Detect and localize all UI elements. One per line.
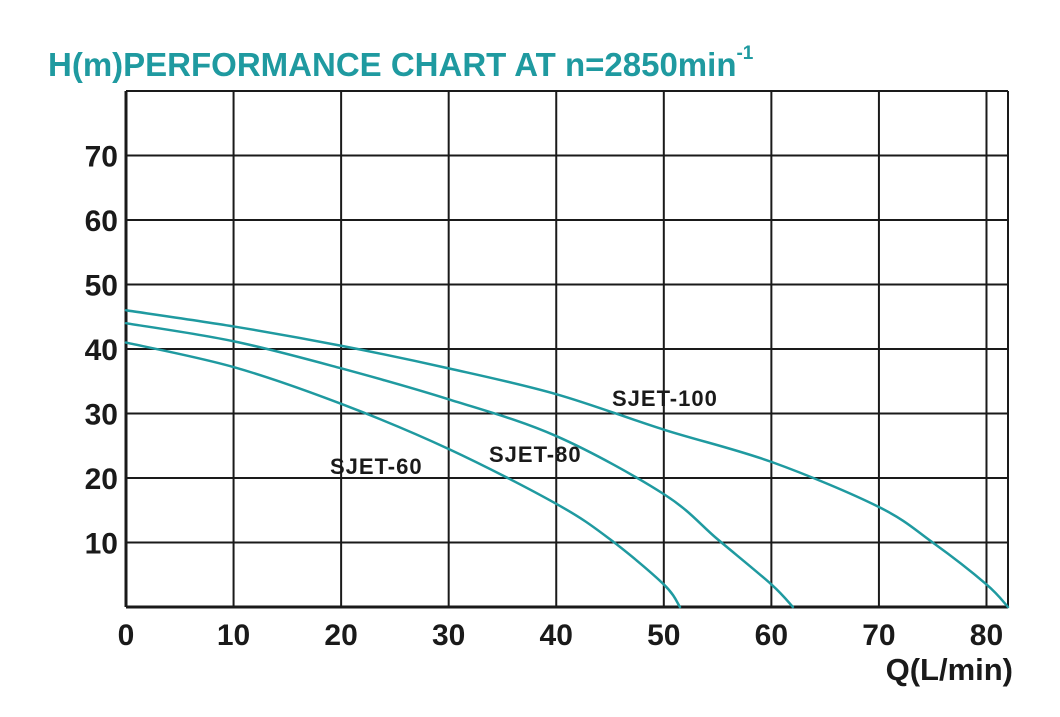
- y-tick-label: 40: [85, 334, 118, 367]
- y-tick-label: 10: [85, 528, 118, 561]
- x-tick-label: 40: [540, 619, 573, 652]
- y-tick-label: 30: [85, 399, 118, 432]
- x-tick-label: 0: [118, 619, 135, 652]
- grid: [124, 90, 1009, 609]
- series-label-sjet-80: SJET-80: [489, 442, 582, 467]
- x-axis-title: Q(L/min): [886, 652, 1013, 687]
- x-tick-label: 10: [217, 619, 250, 652]
- series-line-sjet-60: [124, 341, 682, 609]
- x-tick-label: 30: [432, 619, 465, 652]
- x-tick-label: 80: [970, 619, 1003, 652]
- series-line-sjet-80: [124, 321, 795, 609]
- y-tick-label: 60: [85, 205, 118, 238]
- x-tick-label: 50: [647, 619, 680, 652]
- chart-title: H(m)PERFORMANCE CHART AT n=2850min-1: [48, 43, 754, 83]
- y-tick-label: 70: [85, 141, 118, 174]
- series-label-sjet-60: SJET-60: [330, 454, 423, 479]
- x-tick-label: 20: [324, 619, 357, 652]
- series-lines: [124, 309, 1010, 609]
- y-tick-label: 50: [85, 270, 118, 303]
- series-label-sjet-100: SJET-100: [612, 386, 718, 411]
- chart-title-main: H(m)PERFORMANCE CHART AT n=2850min: [48, 46, 736, 83]
- tick-labels: 0 10 20 30 40 50 60 70 80 10 20 30 40 50 60 70: [85, 141, 1004, 653]
- x-tick-label: 70: [862, 619, 895, 652]
- y-tick-label: 20: [85, 463, 118, 496]
- x-tick-label: 60: [755, 619, 788, 652]
- series-labels: SJET-60 SJET-80 SJET-100: [330, 386, 718, 479]
- series-line-sjet-100: [124, 309, 1010, 609]
- chart-title-superscript: -1: [736, 43, 753, 64]
